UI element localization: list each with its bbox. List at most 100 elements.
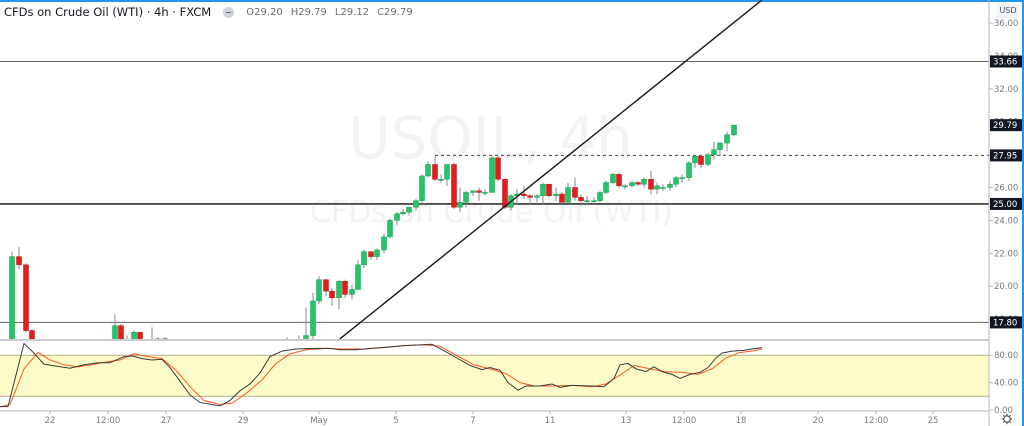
candle xyxy=(137,332,143,339)
price-tag xyxy=(990,316,1022,329)
price-tick: 22.00 xyxy=(994,249,1018,259)
candle xyxy=(303,335,309,339)
series-legend[interactable]: CFDs on Crude Oil (WTI) · 4h · FXCM O29.… xyxy=(4,4,421,20)
candle xyxy=(381,236,387,251)
stoch-k-line xyxy=(0,342,763,408)
candle xyxy=(610,174,616,183)
ohlc-high: H29.79 xyxy=(290,6,327,18)
candle xyxy=(413,200,419,208)
stochastic-band xyxy=(0,354,989,397)
candle xyxy=(162,338,168,339)
candle xyxy=(482,192,488,194)
candle xyxy=(603,182,609,193)
candle xyxy=(724,134,730,144)
candle xyxy=(387,220,393,238)
candle xyxy=(546,183,552,196)
candle xyxy=(444,164,450,180)
candle xyxy=(361,251,367,266)
candle xyxy=(155,338,161,339)
candle xyxy=(553,193,559,196)
candle xyxy=(285,340,290,348)
candle xyxy=(584,200,590,202)
candle xyxy=(711,149,717,155)
candle xyxy=(521,193,527,196)
candle xyxy=(368,251,374,257)
time-tick: 25 xyxy=(928,416,939,426)
candle xyxy=(29,330,35,339)
candle xyxy=(400,211,406,215)
candle xyxy=(476,190,482,193)
stoch-tick: 40.00 xyxy=(994,379,1018,389)
ohlc-close: C29.79 xyxy=(377,6,413,18)
candle xyxy=(316,279,322,302)
svg-text:17.80: 17.80 xyxy=(993,318,1017,328)
candle xyxy=(667,183,673,188)
candle xyxy=(131,332,137,339)
candle xyxy=(425,164,431,177)
candle xyxy=(419,175,425,201)
candle xyxy=(374,249,380,257)
candle xyxy=(297,340,302,348)
candle xyxy=(105,349,110,351)
time-tick: 7 xyxy=(470,416,475,426)
candle xyxy=(572,187,578,198)
candle xyxy=(16,256,22,266)
trendline[interactable] xyxy=(339,0,763,340)
candle xyxy=(591,200,597,202)
candle xyxy=(336,281,342,298)
svg-text:27.95: 27.95 xyxy=(993,151,1017,161)
time-tick: 12:00 xyxy=(96,416,121,426)
candle xyxy=(9,256,15,339)
candle xyxy=(144,342,149,349)
price-tags: 33.66 29.79 27.95 25.00 17.80 xyxy=(990,55,1022,329)
candle xyxy=(329,290,335,298)
candle xyxy=(692,155,698,164)
time-tick: 12:00 xyxy=(672,416,697,426)
time-tick: 22 xyxy=(45,416,56,426)
candle xyxy=(673,177,679,185)
candle xyxy=(495,157,501,180)
candle xyxy=(291,342,296,343)
settings-gear-icon[interactable] xyxy=(1001,413,1013,425)
candle xyxy=(578,197,584,201)
candle xyxy=(527,195,533,198)
candle xyxy=(457,202,463,208)
candle xyxy=(540,183,546,196)
currency-label[interactable]: USD xyxy=(997,4,1019,18)
time-tick: 20 xyxy=(813,416,824,426)
candle xyxy=(355,264,361,290)
candle xyxy=(323,279,329,292)
candle xyxy=(616,174,622,187)
candle xyxy=(534,195,540,198)
candle xyxy=(349,289,355,295)
price-tag xyxy=(990,119,1022,132)
candle xyxy=(438,179,444,181)
candlestick-series[interactable] xyxy=(9,124,737,355)
ohlc-low: L29.12 xyxy=(334,6,370,18)
price-tag xyxy=(990,197,1022,210)
candle xyxy=(310,300,316,336)
candle xyxy=(629,182,635,187)
ohlc-open: O29.20 xyxy=(246,6,283,18)
candle xyxy=(559,193,565,203)
candle xyxy=(660,187,666,189)
time-tick: 29 xyxy=(238,416,249,426)
stochastic-lines xyxy=(0,342,763,408)
candle xyxy=(731,124,737,136)
candle xyxy=(432,164,438,180)
candle xyxy=(622,185,628,188)
candle xyxy=(717,142,723,150)
time-tick: 11 xyxy=(545,416,556,426)
collapse-legend-icon[interactable] xyxy=(223,6,235,18)
price-tag xyxy=(990,149,1022,162)
candle xyxy=(698,155,704,165)
svg-text:29.79: 29.79 xyxy=(993,121,1017,131)
candle xyxy=(641,179,647,185)
horizontal-lines[interactable] xyxy=(0,60,989,323)
stoch-tick: 80.00 xyxy=(994,351,1018,361)
candle xyxy=(686,162,692,178)
price-tag xyxy=(990,55,1022,68)
time-tick: 27 xyxy=(161,416,172,426)
candle xyxy=(23,264,29,331)
